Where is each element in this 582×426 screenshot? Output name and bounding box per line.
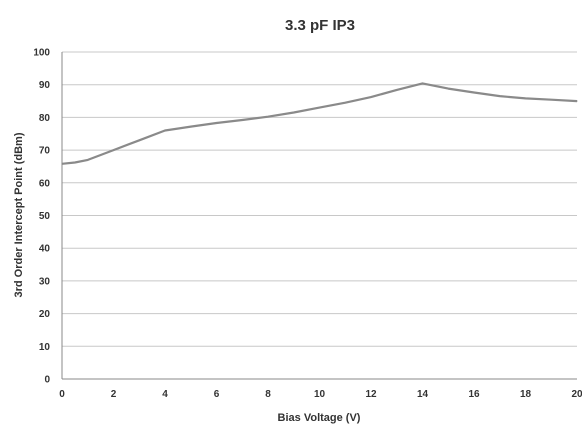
y-tick-70: 70 bbox=[39, 146, 51, 157]
data-point-4 bbox=[138, 139, 140, 141]
y-tick-50: 50 bbox=[39, 211, 51, 222]
data-point-2 bbox=[87, 159, 89, 161]
data-point-1 bbox=[74, 161, 76, 164]
y-tick-40: 40 bbox=[39, 244, 51, 255]
x-tick-labels: 0 2 4 6 8 10 12 14 16 18 20 bbox=[59, 389, 582, 400]
data-point-16 bbox=[447, 88, 449, 90]
chart-title: 3.3 pF IP3 bbox=[285, 17, 355, 34]
data-point-12 bbox=[344, 102, 346, 104]
x-tick-20: 20 bbox=[571, 389, 582, 400]
y-tick-90: 90 bbox=[39, 80, 51, 91]
data-point-10 bbox=[293, 111, 295, 114]
series-points bbox=[61, 82, 578, 165]
data-point-13 bbox=[370, 96, 372, 98]
x-tick-16: 16 bbox=[468, 389, 480, 400]
data-point-8 bbox=[241, 119, 243, 121]
data-point-17 bbox=[473, 91, 475, 94]
y-tick-80: 80 bbox=[39, 113, 51, 124]
y-axis-label: 3rd Order Intercept Point (dBm) bbox=[13, 132, 25, 297]
x-tick-14: 14 bbox=[417, 389, 429, 400]
data-point-0 bbox=[61, 163, 63, 165]
y-tick-labels: 0 10 20 30 40 50 60 70 80 90 100 bbox=[33, 48, 50, 386]
data-point-9 bbox=[267, 116, 269, 118]
y-tick-0: 0 bbox=[44, 375, 50, 386]
grid-lines bbox=[62, 51, 577, 347]
data-point-21 bbox=[576, 100, 578, 102]
x-tick-10: 10 bbox=[314, 389, 326, 400]
data-point-11 bbox=[318, 106, 321, 109]
y-tick-60: 60 bbox=[39, 178, 51, 189]
y-tick-30: 30 bbox=[39, 276, 51, 287]
data-point-18 bbox=[499, 95, 501, 97]
data-point-7 bbox=[215, 122, 218, 124]
y-tick-20: 20 bbox=[39, 309, 51, 320]
series-line bbox=[61, 82, 578, 165]
x-tick-8: 8 bbox=[265, 389, 271, 400]
data-point-5 bbox=[164, 129, 166, 132]
data-point-3 bbox=[112, 149, 115, 151]
x-tick-6: 6 bbox=[214, 389, 220, 400]
data-point-15 bbox=[421, 82, 424, 84]
x-tick-2: 2 bbox=[111, 389, 117, 400]
y-tick-100: 100 bbox=[33, 48, 50, 59]
data-point-6 bbox=[190, 125, 192, 128]
x-tick-12: 12 bbox=[365, 389, 377, 400]
data-point-14 bbox=[396, 89, 398, 91]
x-tick-0: 0 bbox=[59, 389, 65, 400]
x-tick-18: 18 bbox=[520, 389, 532, 400]
data-point-20 bbox=[550, 99, 552, 101]
x-axis-label: Bias Voltage (V) bbox=[278, 412, 361, 424]
x-tick-4: 4 bbox=[162, 389, 168, 400]
y-tick-10: 10 bbox=[39, 342, 51, 353]
data-point-19 bbox=[524, 97, 527, 100]
